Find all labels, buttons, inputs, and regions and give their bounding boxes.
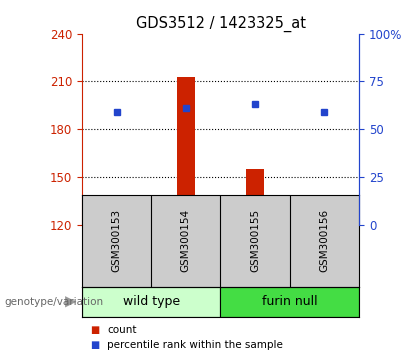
- Text: GSM300155: GSM300155: [250, 209, 260, 272]
- Bar: [220, 287, 359, 317]
- Text: ■: ■: [90, 340, 100, 350]
- Text: GDS3512 / 1423325_at: GDS3512 / 1423325_at: [136, 16, 305, 32]
- Polygon shape: [65, 296, 76, 307]
- Text: percentile rank within the sample: percentile rank within the sample: [107, 340, 283, 350]
- Text: furin null: furin null: [262, 295, 318, 308]
- Bar: [82, 287, 220, 317]
- Bar: [247, 169, 264, 225]
- Text: count: count: [107, 325, 136, 335]
- Text: genotype/variation: genotype/variation: [4, 297, 103, 307]
- Text: ■: ■: [90, 325, 100, 335]
- Bar: [316, 223, 333, 225]
- Bar: [177, 76, 194, 225]
- Bar: [108, 212, 125, 225]
- Text: GSM300153: GSM300153: [112, 209, 121, 272]
- Text: wild type: wild type: [123, 295, 180, 308]
- Text: GSM300156: GSM300156: [320, 209, 329, 272]
- Text: GSM300154: GSM300154: [181, 209, 191, 272]
